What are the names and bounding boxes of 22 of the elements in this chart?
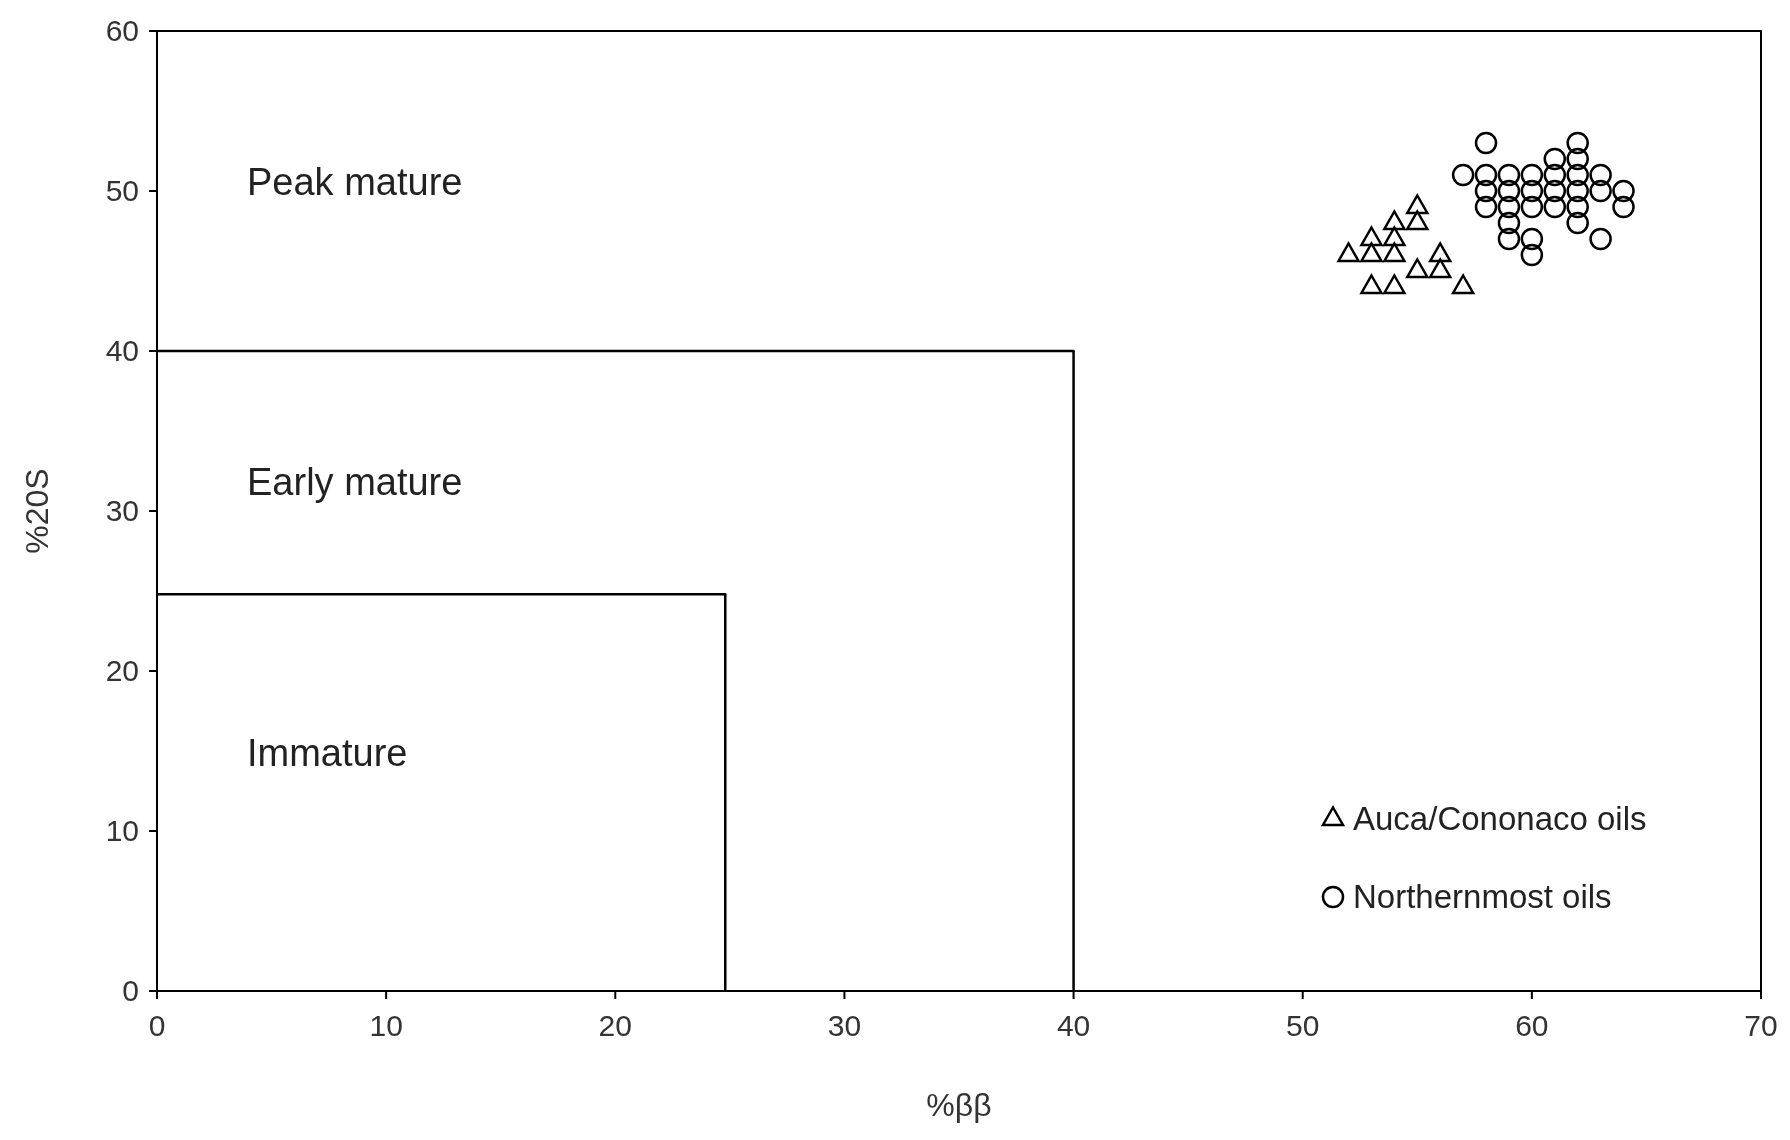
y-tick-label: 30 [105,494,139,527]
x-tick-label: 60 [1515,1009,1549,1042]
x-tick-label: 0 [148,1009,166,1042]
y-tick-label: 50 [105,174,139,207]
x-axis-title: %ββ [926,1087,992,1123]
y-tick-label: 0 [122,974,139,1007]
x-tick-label: 10 [369,1009,403,1042]
y-tick-label: 60 [105,14,139,47]
y-tick-label: 40 [105,334,139,367]
y-axis-title: %20S [19,468,55,554]
x-tick-label: 40 [1056,1009,1091,1042]
legend-label: Auca/Cononaco oils [1353,800,1647,837]
x-tick-label: 20 [598,1009,632,1042]
annotation: Early mature [247,461,463,504]
x-tick-label: 70 [1744,1009,1778,1042]
x-tick-label: 30 [827,1009,862,1042]
legend-label: Northernmost oils [1353,878,1612,915]
y-tick-label: 20 [105,654,139,687]
x-tick-label: 50 [1286,1009,1320,1042]
annotation: Peak mature [247,161,463,204]
annotation: Immature [247,732,408,775]
y-tick-label: 10 [105,814,139,847]
